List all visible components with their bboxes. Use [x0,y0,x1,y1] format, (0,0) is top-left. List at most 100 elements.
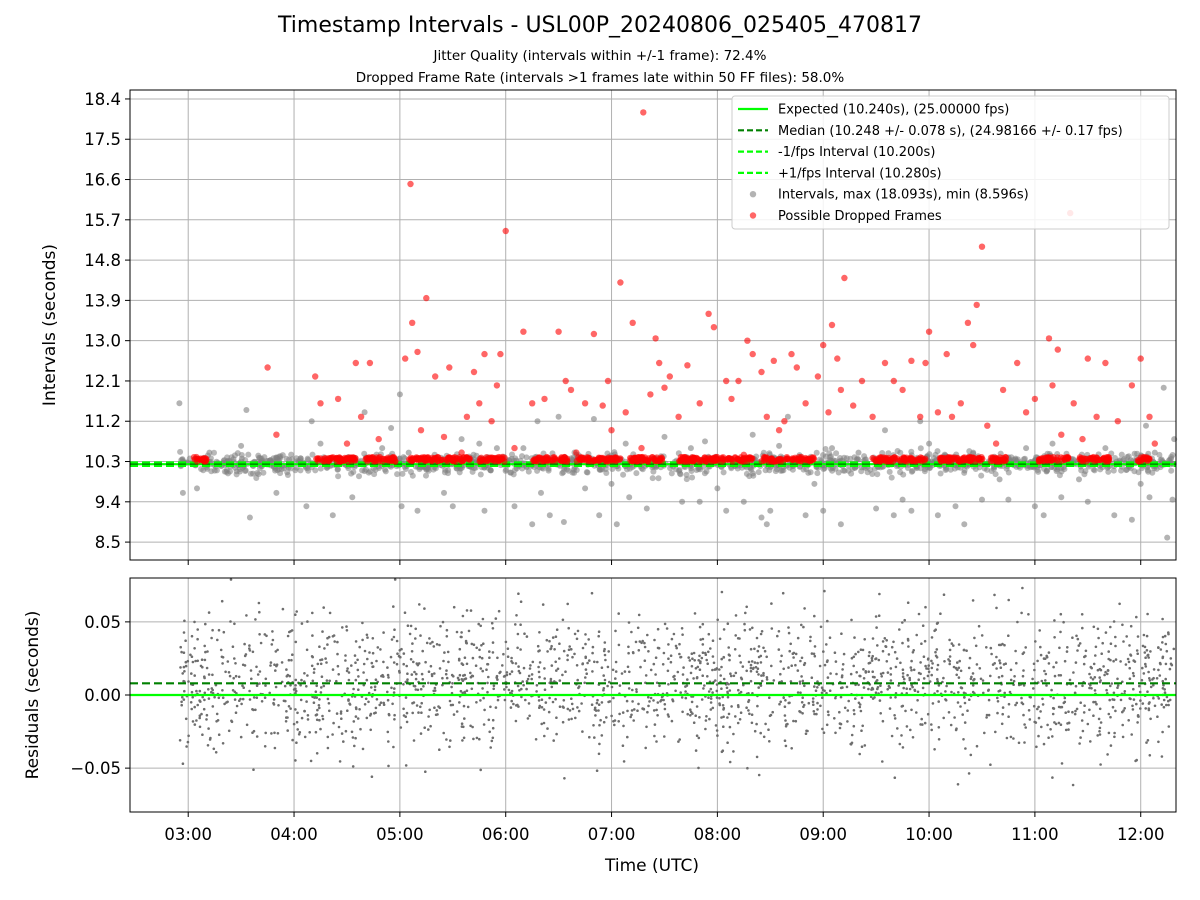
residual-point [357,675,360,678]
residual-point [798,682,802,685]
residual-point [692,721,696,724]
residual-point [510,656,513,660]
residual-point [1162,705,1166,709]
residual-point [919,661,922,664]
residual-point [634,640,638,644]
residual-point [1153,704,1157,708]
dropped-frame-point [763,413,770,420]
dropped-frame-point [825,409,832,416]
residual-point [696,665,700,669]
residual-point [652,662,656,666]
residual-point [1109,625,1112,629]
residual-point [561,705,565,708]
residual-point [344,654,347,657]
residual-point [558,642,561,645]
residual-point [190,690,194,694]
residual-point [195,689,198,693]
residual-point [995,667,998,670]
residual-point [755,670,759,673]
residual-point [568,645,571,648]
residual-point [398,671,401,674]
residual-point [803,607,806,610]
residual-point [1168,698,1172,702]
dropped-frame-point [858,377,866,385]
residual-point [378,703,382,707]
dropped-frame-point [719,455,726,463]
interval-point [811,480,818,487]
residual-point [252,696,256,699]
dropped-frame-point [366,359,374,367]
residual-point [632,719,635,722]
residual-point [422,685,425,688]
interval-point [365,469,372,476]
residual-point [936,677,939,681]
dropped-frame-point [600,455,607,463]
interval-point [359,467,366,474]
residual-point [184,717,188,721]
residual-point [936,689,939,693]
residual-point [973,636,976,640]
residual-point [370,686,373,689]
residual-point [344,729,348,733]
residual-point [898,742,902,746]
residual-point [721,695,724,699]
residual-point [545,638,549,642]
residual-point [420,672,424,676]
residual-point [485,668,488,671]
residual-point [1114,658,1118,661]
residual-point [469,671,472,675]
residual-point [812,710,816,713]
residual-point [633,708,636,711]
residual-point [901,675,905,678]
residual-point [959,669,963,673]
residual-point [268,691,272,695]
residual-point [726,690,729,694]
residual-point [1131,704,1134,708]
residual-point [445,635,449,638]
interval-point [917,445,924,452]
residual-point [331,668,335,671]
residual-point [871,670,874,673]
residual-point [576,678,579,682]
interval-point [534,418,541,425]
residual-point [680,627,684,630]
residual-point [688,659,692,662]
residual-point [414,627,418,631]
dropped-frame-point [643,457,650,465]
residual-point [217,628,221,632]
residual-point [184,639,187,642]
residual-point [707,650,710,654]
dropped-frame-point [705,310,712,317]
residual-point [863,638,866,641]
residual-point [1098,733,1102,736]
residual-point [936,680,939,683]
residual-point [853,712,856,716]
residual-point [460,662,464,665]
residual-point [284,720,288,723]
residual-point [1094,700,1097,704]
residual-point [542,708,546,711]
residual-point [1114,709,1117,713]
residual-point [287,705,291,708]
interval-point [908,468,915,475]
residual-point [191,660,195,664]
residual-point [592,724,595,727]
residual-point [294,613,297,616]
interval-point [1056,472,1063,479]
residual-point [1109,684,1112,688]
residual-point [402,662,406,666]
dropped-frame-point [1114,418,1122,425]
dropped-frame-point [476,455,484,463]
residual-point [732,732,735,736]
residual-point [250,677,253,681]
residual-point [463,656,467,659]
residual-point [910,683,913,687]
residual-point [1039,653,1043,657]
residual-point [1143,651,1147,654]
residual-point [1053,619,1056,622]
residual-point [728,725,732,729]
residual-point [985,646,988,649]
residual-point [198,725,202,729]
residual-point [890,734,894,738]
residual-point [530,677,533,681]
